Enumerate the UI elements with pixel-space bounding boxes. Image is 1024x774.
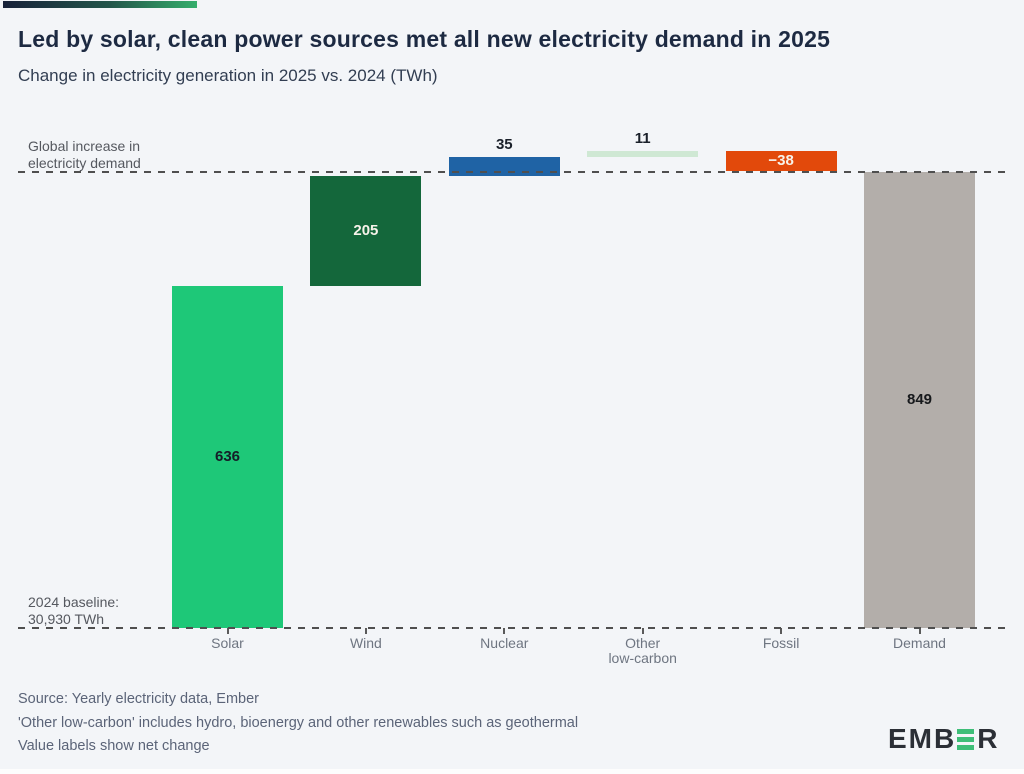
axis-tick — [918, 628, 921, 634]
ember-logo-text-suffix: R — [977, 723, 1000, 754]
axis-label-fossil: Fossil — [762, 635, 800, 651]
chart-footer: Source: Yearly electricity data, Ember '… — [18, 688, 578, 759]
footer-note-line: 'Other low-carbon' includes hydro, bioen… — [18, 714, 579, 731]
bar-demand — [864, 171, 975, 628]
bottom-margin-strip — [0, 769, 1024, 774]
page-title: Led by solar, clean power sources met al… — [18, 26, 831, 52]
bar-solar — [172, 286, 283, 628]
value-label-nuclear: 35 — [495, 135, 513, 153]
axis-label-other-low-carbon: Other low-carbon — [608, 635, 677, 666]
axis-tick — [503, 628, 506, 634]
ember-logo-text-prefix: EMB — [888, 723, 957, 754]
bar-wind — [310, 175, 422, 287]
page-subtitle: Change in electricity generation in 2025… — [18, 66, 438, 85]
axis-tick — [226, 628, 229, 634]
footer-source-line: Source: Yearly electricity data, Ember — [18, 691, 259, 707]
brand-gradient-bar — [3, 1, 197, 8]
value-label-fossil: −38 — [768, 152, 794, 170]
demand-increase-dashed-line — [18, 171, 1005, 173]
value-label-wind: 205 — [353, 221, 379, 239]
bar-other-low-carbon — [587, 151, 699, 157]
baseline-annotation: 2024 baseline: 30,930 TWh — [28, 594, 120, 627]
baseline-dashed-line — [18, 627, 1005, 629]
axis-tick — [364, 628, 367, 634]
ember-logo-e-icon — [957, 728, 975, 750]
footer-value-note-line: Value labels show net change — [18, 738, 210, 754]
axis-tick — [780, 628, 783, 634]
axis-label-wind: Wind — [349, 635, 382, 651]
demand-line-annotation: Global increase in electricity demand — [28, 138, 141, 171]
axis-label-nuclear: Nuclear — [480, 635, 529, 651]
ember-logo: EMB R — [888, 725, 999, 753]
value-label-solar: 636 — [214, 448, 241, 465]
axis-label-solar: Solar — [211, 635, 244, 651]
axis-label-demand: Demand — [893, 635, 946, 651]
axis-tick — [641, 628, 644, 634]
value-label-demand: 849 — [906, 390, 933, 408]
value-label-other-low-carbon: 11 — [634, 130, 651, 148]
bar-fossil — [725, 151, 837, 172]
